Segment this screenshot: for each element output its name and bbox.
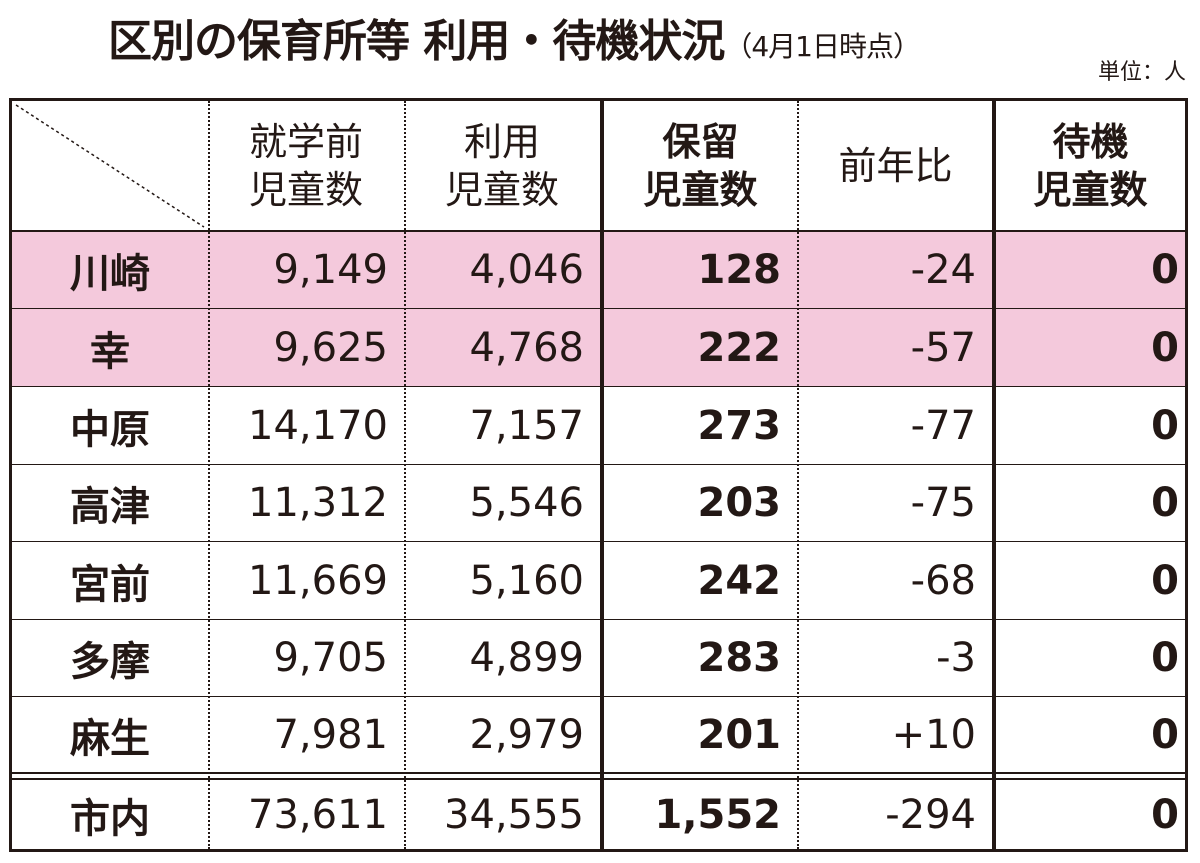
ward-name: 多摩	[70, 639, 150, 685]
using-count: 5,546	[469, 480, 584, 526]
divider	[12, 696, 1185, 697]
total-row: 市内 73,611 34,555 1,552 -294 0	[12, 781, 1185, 849]
preschool-count: 9,705	[273, 635, 388, 681]
waiting-count: 0	[1151, 480, 1179, 526]
using-count: 7,157	[469, 403, 584, 449]
table-row: 多摩 9,705 4,899 283 -3 0	[12, 620, 1185, 696]
table-row: 幸 9,625 4,768 222 -57 0	[12, 310, 1185, 386]
using-count: 4,046	[469, 247, 584, 293]
preschool-count: 9,625	[273, 325, 388, 371]
using-count: 4,768	[469, 325, 584, 371]
highlight-row-kawasaki	[12, 231, 1185, 309]
pending-count: 201	[697, 712, 782, 758]
ward-name: 宮前	[70, 562, 150, 608]
waiting-count: 0	[1151, 635, 1179, 681]
table-row: 中原 14,170 7,157 273 -77 0	[12, 388, 1185, 464]
divider	[12, 772, 1185, 774]
yoy-change: -68	[910, 558, 976, 604]
divider	[12, 230, 1185, 232]
yoy-change: -57	[910, 325, 976, 371]
divider	[404, 101, 406, 849]
pending-count: 222	[697, 325, 782, 371]
preschool-count: 9,149	[273, 247, 388, 293]
waiting-count: 0	[1151, 792, 1179, 838]
divider	[12, 541, 1185, 542]
waiting-count: 0	[1151, 325, 1179, 371]
divider	[12, 619, 1185, 620]
yoy-change: -3	[936, 635, 976, 681]
pending-count: 283	[697, 635, 782, 681]
pending-count: 242	[697, 558, 782, 604]
preschool-count: 14,170	[248, 403, 388, 449]
divider	[12, 386, 1185, 387]
title-main: 区別の保育所等 利用・待機状況	[108, 16, 725, 67]
title-date-note: （4月1日時点）	[724, 30, 921, 63]
pending-count: 1,552	[654, 792, 781, 838]
divider	[992, 101, 996, 849]
divider	[600, 101, 604, 849]
waiting-count: 0	[1151, 403, 1179, 449]
ward-name: 中原	[70, 407, 150, 453]
table-row: 宮前 11,669 5,160 242 -68 0	[12, 543, 1185, 619]
ward-name: 市内	[70, 796, 150, 842]
using-count: 5,160	[469, 558, 584, 604]
table-row: 麻生 7,981 2,979 201 +10 0	[12, 698, 1185, 772]
divider	[12, 464, 1185, 465]
table-row: 川崎 9,149 4,046 128 -24 0	[12, 232, 1185, 308]
divider	[208, 101, 210, 849]
pending-count: 273	[697, 403, 782, 449]
using-count: 4,899	[469, 635, 584, 681]
yoy-change: -24	[910, 247, 976, 293]
header-preschool: 就学前 児童数	[248, 120, 363, 212]
preschool-count: 7,981	[273, 712, 388, 758]
status-table: 就学前 児童数 利用 児童数 保留 児童数 前年比 待機 児童数 川崎 9,14…	[9, 98, 1188, 852]
using-count: 34,555	[444, 792, 584, 838]
divider	[12, 778, 1185, 780]
highlight-row-saiwai	[12, 309, 1185, 386]
pending-count: 128	[697, 247, 782, 293]
table-row: 高津 11,312 5,546 203 -75 0	[12, 465, 1185, 541]
ward-name: 高津	[70, 484, 150, 530]
unit-label: 単位：人	[1097, 60, 1186, 85]
header-yoy: 前年比	[838, 144, 953, 188]
preschool-count: 11,312	[248, 480, 388, 526]
page-title: 区別の保育所等 利用・待機状況（4月1日時点）	[108, 12, 921, 77]
yoy-change: -294	[885, 792, 976, 838]
header-waiting: 待機 児童数	[1033, 120, 1148, 212]
using-count: 2,979	[469, 712, 584, 758]
ward-name: 麻生	[70, 716, 150, 762]
header-pending: 保留 児童数	[643, 120, 758, 212]
ward-name: 川崎	[70, 251, 150, 297]
pending-count: 203	[697, 480, 782, 526]
preschool-count: 11,669	[248, 558, 388, 604]
yoy-change: +10	[891, 712, 976, 758]
header-using: 利用 児童数	[444, 120, 559, 212]
waiting-count: 0	[1151, 558, 1179, 604]
ward-name: 幸	[90, 329, 130, 375]
waiting-count: 0	[1151, 247, 1179, 293]
yoy-change: -75	[910, 480, 976, 526]
yoy-change: -77	[910, 403, 976, 449]
corner-diagonal	[15, 104, 205, 228]
preschool-count: 73,611	[248, 792, 388, 838]
divider	[797, 101, 799, 849]
divider	[12, 308, 1185, 309]
waiting-count: 0	[1151, 712, 1179, 758]
